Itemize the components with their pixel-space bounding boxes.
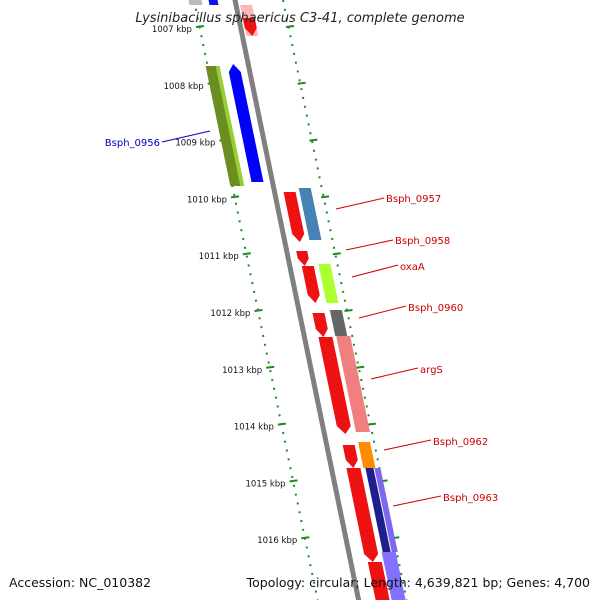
right-tick-mark bbox=[344, 309, 353, 312]
gene-label: Bsph_0958 bbox=[395, 236, 450, 247]
tick-label: 1007 kbp bbox=[152, 25, 192, 35]
topology-text: Topology: circular; Length: 4,639,821 bp… bbox=[246, 575, 590, 590]
gene-label-leader bbox=[370, 367, 419, 380]
gene-feature bbox=[329, 310, 348, 336]
left-tick-mark bbox=[195, 25, 205, 28]
gene-label: Bsph_0962 bbox=[433, 437, 488, 448]
gene-feature bbox=[283, 192, 305, 242]
gene-feature bbox=[208, 0, 219, 5]
right-tick-mark bbox=[297, 81, 306, 85]
gene-label-leader bbox=[345, 239, 394, 251]
left-tick-mark bbox=[230, 195, 240, 199]
tick-label: 1012 kbp bbox=[210, 309, 250, 319]
tick-label: 1011 kbp bbox=[199, 252, 239, 262]
right-tick-mark bbox=[309, 138, 318, 142]
gene-label-leader bbox=[351, 264, 399, 278]
gene-feature bbox=[205, 66, 243, 186]
right-tick-mark bbox=[332, 252, 341, 256]
gene-feature bbox=[374, 468, 398, 552]
tick-label: 1015 kbp bbox=[246, 479, 286, 489]
gene-label-leader bbox=[383, 439, 432, 451]
tick-label: 1010 kbp bbox=[187, 195, 227, 205]
tick-label: 1014 kbp bbox=[234, 423, 274, 433]
accession-text: Accession: NC_010382 bbox=[9, 575, 152, 590]
gene-label: argS bbox=[420, 365, 443, 376]
right-tick-mark bbox=[356, 365, 365, 369]
gene-feature bbox=[215, 66, 245, 186]
gene-feature bbox=[342, 445, 358, 468]
gene-feature bbox=[296, 251, 309, 266]
gene-label: Bsph_0957 bbox=[386, 194, 441, 205]
gene-label: Bsph_0963 bbox=[443, 493, 498, 504]
gene-feature bbox=[367, 562, 390, 600]
left-tick-mark bbox=[254, 309, 263, 312]
left-tick-mark bbox=[301, 536, 310, 540]
gene-feature bbox=[242, 18, 257, 36]
right-tick-mark bbox=[285, 25, 295, 28]
gene-feature bbox=[318, 264, 339, 303]
right-dotted-guide bbox=[282, 0, 408, 600]
tick-label: 1013 kbp bbox=[222, 366, 262, 376]
gene-feature bbox=[336, 336, 370, 432]
map-title: Lysinibacillus sphaericus C3-41, complet… bbox=[135, 11, 465, 26]
right-tick-mark bbox=[367, 422, 377, 426]
right-tick-mark bbox=[320, 195, 330, 199]
left-tick-mark bbox=[242, 252, 251, 256]
tick-label: 1008 kbp bbox=[164, 82, 204, 92]
gene-label: Bsph_0956 bbox=[105, 138, 160, 149]
left-tick-mark bbox=[289, 479, 298, 483]
gene-feature bbox=[301, 266, 320, 303]
tick-label: 1016 kbp bbox=[257, 536, 297, 546]
gene-feature bbox=[318, 337, 351, 434]
gene-label-leader bbox=[335, 197, 385, 210]
gene-label: Bsph_0960 bbox=[408, 303, 463, 314]
gene-feature bbox=[312, 313, 328, 337]
gene-label-leader bbox=[358, 305, 407, 319]
gene-label: oxaA bbox=[400, 262, 425, 273]
gene-feature bbox=[346, 468, 379, 562]
gene-feature bbox=[381, 552, 406, 600]
gene-label-leader bbox=[392, 495, 442, 507]
left-dotted-guide bbox=[193, 0, 319, 600]
genome-backbone bbox=[232, 0, 362, 600]
left-tick-mark bbox=[277, 422, 287, 426]
gene-feature bbox=[358, 442, 376, 468]
gene-label-leader bbox=[161, 130, 211, 143]
left-tick-mark bbox=[266, 365, 275, 369]
gene-feature bbox=[365, 468, 391, 552]
gene-feature bbox=[298, 188, 322, 240]
gene-feature bbox=[188, 0, 203, 5]
gene-feature bbox=[228, 64, 264, 182]
tick-label: 1009 kbp bbox=[175, 139, 215, 149]
